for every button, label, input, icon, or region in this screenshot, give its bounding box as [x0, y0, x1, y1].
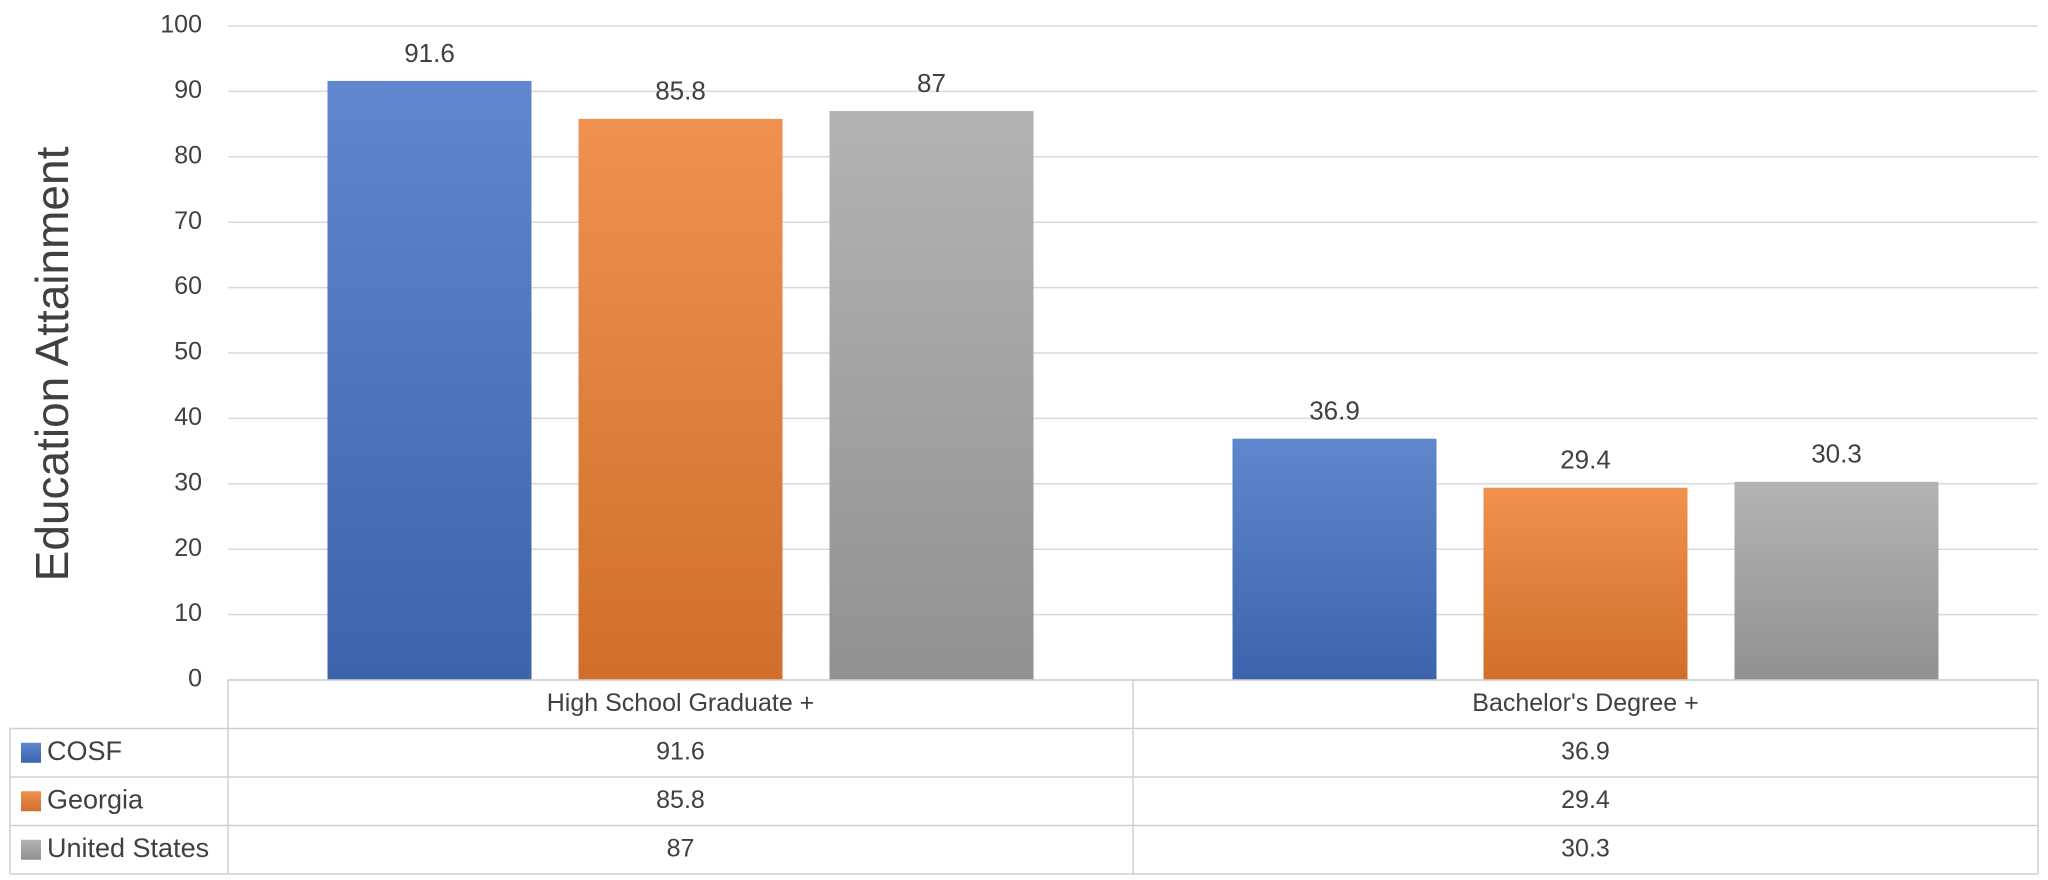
legend-label: United States — [47, 833, 209, 863]
table-value: 87 — [667, 834, 695, 862]
y-tick-label: 10 — [174, 599, 202, 627]
bar — [327, 80, 532, 681]
bar — [1734, 481, 1939, 680]
y-tick-label: 90 — [174, 76, 202, 104]
y-tick-label: 60 — [174, 272, 202, 300]
legend-swatch — [21, 742, 41, 763]
bar — [829, 111, 1034, 680]
category-label: Bachelor's Degree + — [1472, 689, 1698, 717]
table-value: 29.4 — [1561, 786, 1610, 814]
y-tick-label: 50 — [174, 338, 202, 366]
y-tick-label: 20 — [174, 534, 202, 562]
bar — [1232, 438, 1437, 680]
data-label: 30.3 — [1811, 439, 1862, 469]
data-label: 91.6 — [404, 38, 455, 68]
bar — [1483, 487, 1688, 680]
table-value: 85.8 — [656, 786, 705, 814]
y-axis-title: Education Attainment — [26, 146, 78, 581]
data-label: 87 — [917, 68, 946, 98]
bar — [578, 118, 783, 681]
data-label: 29.4 — [1560, 445, 1611, 475]
category-label: High School Graduate + — [547, 689, 815, 717]
legend-swatch — [21, 839, 41, 860]
data-label: 36.9 — [1309, 396, 1360, 426]
data-label: 85.8 — [655, 76, 706, 106]
y-tick-label: 100 — [160, 11, 202, 39]
y-tick-label: 0 — [188, 665, 202, 693]
legend-label: COSF — [47, 736, 122, 766]
table-value: 30.3 — [1561, 834, 1610, 862]
y-tick-label: 30 — [174, 468, 202, 496]
y-tick-label: 40 — [174, 403, 202, 431]
legend-swatch — [21, 791, 41, 812]
y-tick-label: 70 — [174, 207, 202, 235]
table-value: 91.6 — [656, 737, 705, 765]
y-tick-label: 80 — [174, 141, 202, 169]
legend-label: Georgia — [47, 784, 144, 814]
table-value: 36.9 — [1561, 737, 1610, 765]
